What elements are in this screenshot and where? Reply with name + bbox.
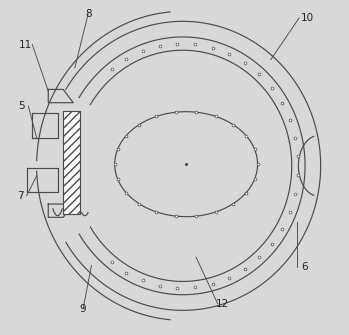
Text: 6: 6 xyxy=(301,262,307,272)
Text: 5: 5 xyxy=(18,101,25,111)
Text: 9: 9 xyxy=(80,304,87,314)
Text: 12: 12 xyxy=(216,299,229,309)
Text: 11: 11 xyxy=(18,40,32,50)
Text: 10: 10 xyxy=(301,13,314,23)
Text: 8: 8 xyxy=(85,9,91,19)
Polygon shape xyxy=(63,111,80,214)
Text: 7: 7 xyxy=(17,191,23,201)
